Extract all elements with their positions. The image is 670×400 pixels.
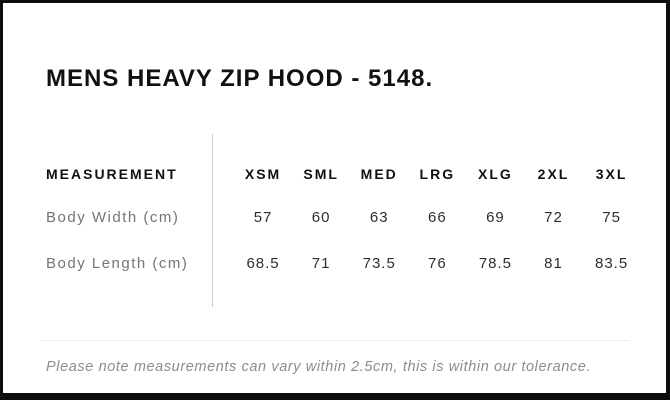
body-length-value-sml: 71 (311, 255, 331, 272)
size-column-header-sml: SML (303, 166, 339, 182)
size-column-header-xsm: XSM (244, 166, 282, 182)
body-length-value-med: 73.5 (362, 255, 396, 272)
size-column-header-lrg: LRG (419, 166, 456, 182)
size-column-header-3xl: 3XL (595, 166, 628, 182)
body-width-value-xlg: 69 (486, 209, 505, 226)
size-column-header-xlg: XLG (478, 166, 513, 182)
size-chart-card: MENS HEAVY ZIP HOOD - 5148. MEASUREMENT … (3, 3, 666, 393)
table-row-body-width: Body Width (cm) 57 60 63 66 69 72 75 (3, 207, 666, 229)
body-length-value-xsm: 68.5 (246, 255, 280, 272)
size-column-header-2xl: 2XL (537, 166, 570, 182)
table-row-body-length: Body Length (cm) 68.5 71 73.5 76 78.5 81… (3, 253, 666, 275)
row-label-body-width: Body Width (cm) (46, 209, 180, 226)
body-width-value-lrg: 66 (427, 209, 447, 226)
measurement-column-header: MEASUREMENT (46, 166, 178, 182)
body-length-value-lrg: 76 (427, 255, 447, 272)
body-length-value-xlg: 78.5 (478, 255, 513, 272)
body-width-value-xsm: 57 (253, 209, 273, 226)
body-width-value-sml: 60 (311, 209, 331, 226)
body-width-value-2xl: 72 (544, 209, 563, 226)
body-length-value-2xl: 81 (544, 255, 563, 272)
table-header-row: MEASUREMENT XSM SML MED LRG XLG 2XL 3XL (3, 163, 666, 185)
page-title: MENS HEAVY ZIP HOOD - 5148. (46, 65, 434, 93)
row-label-body-length: Body Length (cm) (46, 255, 189, 272)
size-column-header-med: MED (360, 166, 398, 182)
column-divider-line (212, 134, 213, 307)
note-separator-line (40, 340, 630, 341)
body-length-value-3xl: 83.5 (595, 255, 629, 272)
body-width-value-med: 63 (369, 209, 389, 226)
tolerance-note: Please note measurements can vary within… (46, 358, 592, 375)
body-width-value-3xl: 75 (602, 209, 621, 226)
